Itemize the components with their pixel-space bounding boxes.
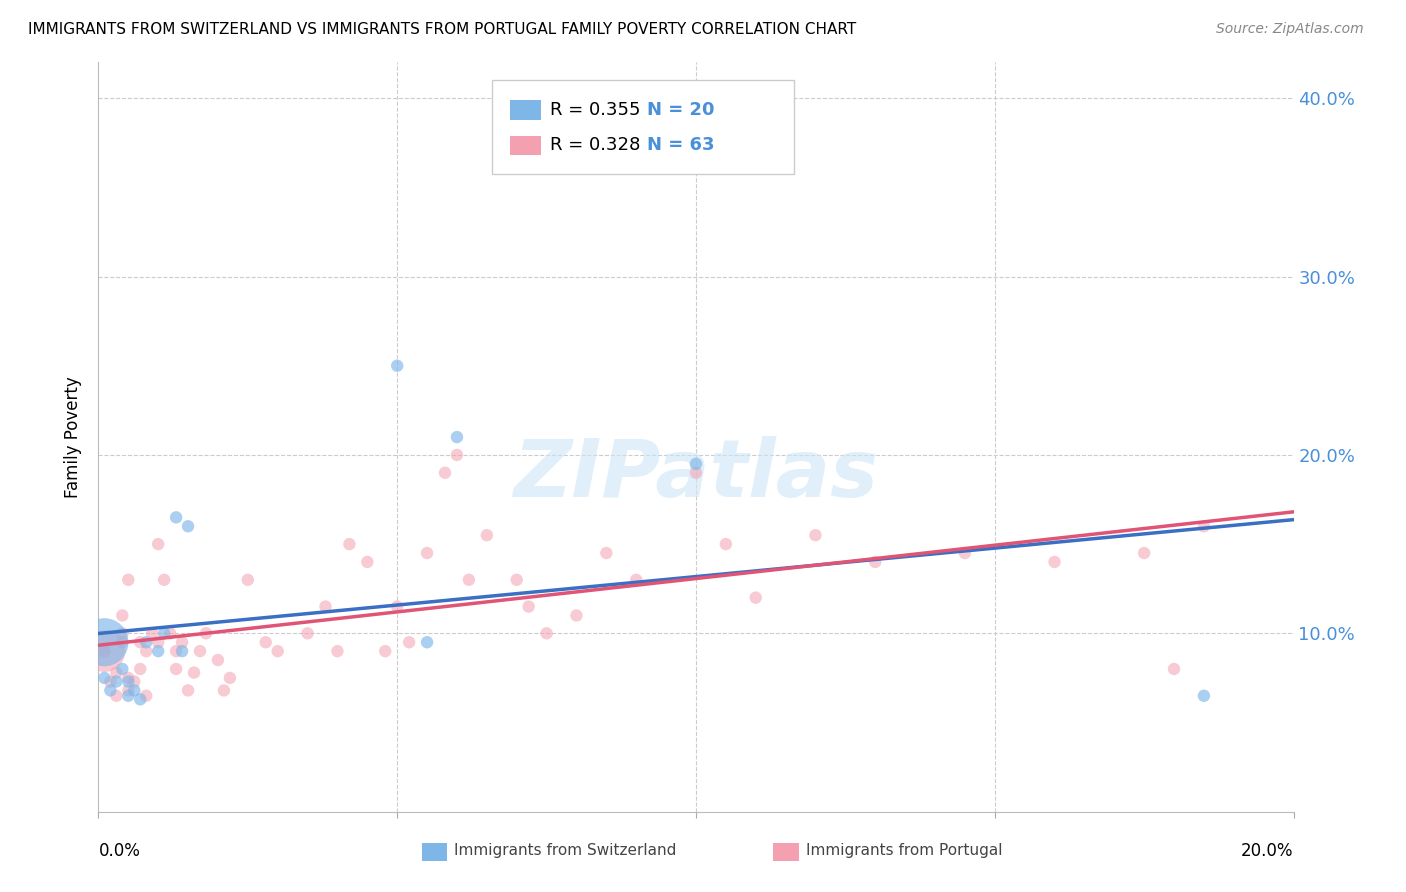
Text: N = 63: N = 63	[647, 136, 714, 154]
Point	[148, 635, 170, 649]
Point	[129, 662, 152, 676]
Point	[129, 692, 152, 706]
Point	[506, 573, 529, 587]
Point	[475, 528, 498, 542]
Point	[1043, 555, 1066, 569]
Text: 20.0%: 20.0%	[1241, 842, 1294, 860]
Point	[254, 635, 277, 649]
Point	[565, 608, 588, 623]
Point	[124, 683, 146, 698]
Point	[745, 591, 768, 605]
Point	[153, 626, 176, 640]
Point	[117, 671, 139, 685]
Point	[195, 626, 218, 640]
Point	[953, 546, 976, 560]
Point	[165, 662, 187, 676]
Point	[93, 635, 115, 649]
Point	[685, 466, 707, 480]
Point	[172, 635, 194, 649]
Point	[177, 519, 200, 533]
Point	[117, 674, 139, 689]
Point	[1192, 519, 1215, 533]
Point	[135, 644, 157, 658]
Point	[172, 644, 194, 658]
Point	[153, 573, 176, 587]
Point	[385, 599, 409, 614]
Point	[105, 665, 128, 680]
Point	[129, 635, 152, 649]
Point	[1133, 546, 1156, 560]
Text: R = 0.328: R = 0.328	[550, 136, 640, 154]
Point	[117, 689, 139, 703]
Point	[117, 573, 139, 587]
Point	[595, 546, 617, 560]
Point	[141, 626, 163, 640]
Point	[398, 635, 420, 649]
Text: Immigrants from Switzerland: Immigrants from Switzerland	[454, 843, 676, 857]
Point	[219, 671, 242, 685]
Point	[159, 626, 181, 640]
Text: 0.0%: 0.0%	[98, 842, 141, 860]
Point	[1163, 662, 1185, 676]
Point	[135, 689, 157, 703]
Point	[183, 665, 205, 680]
Point	[685, 457, 707, 471]
Point	[165, 644, 187, 658]
Point	[374, 644, 396, 658]
Point	[536, 626, 558, 640]
Text: IMMIGRANTS FROM SWITZERLAND VS IMMIGRANTS FROM PORTUGAL FAMILY POVERTY CORRELATI: IMMIGRANTS FROM SWITZERLAND VS IMMIGRANT…	[28, 22, 856, 37]
Point	[446, 430, 468, 444]
Point	[517, 599, 540, 614]
Point	[458, 573, 481, 587]
Point	[339, 537, 361, 551]
Point	[326, 644, 349, 658]
Point	[111, 635, 134, 649]
Point	[105, 674, 128, 689]
Point	[1192, 689, 1215, 703]
Text: Immigrants from Portugal: Immigrants from Portugal	[806, 843, 1002, 857]
Point	[714, 537, 737, 551]
Point	[148, 644, 170, 658]
Point	[315, 599, 337, 614]
Point	[111, 608, 134, 623]
Point	[93, 671, 115, 685]
Point	[111, 626, 134, 640]
Point	[93, 644, 115, 658]
Point	[212, 683, 235, 698]
Point	[865, 555, 887, 569]
Point	[98, 683, 122, 698]
Point	[93, 644, 115, 658]
Point	[165, 510, 187, 524]
Point	[356, 555, 378, 569]
Text: Source: ZipAtlas.com: Source: ZipAtlas.com	[1216, 22, 1364, 37]
Point	[297, 626, 319, 640]
Point	[416, 635, 439, 649]
Point	[105, 689, 128, 703]
Point	[135, 635, 157, 649]
Point	[111, 662, 134, 676]
Point	[236, 573, 259, 587]
Point	[177, 683, 200, 698]
Text: ZIPatlas: ZIPatlas	[513, 435, 879, 514]
Point	[446, 448, 468, 462]
Point	[267, 644, 290, 658]
Point	[804, 528, 827, 542]
Point	[98, 674, 122, 689]
Point	[416, 546, 439, 560]
Point	[188, 644, 211, 658]
Point	[124, 674, 146, 689]
Point	[385, 359, 409, 373]
Point	[207, 653, 229, 667]
Point	[626, 573, 648, 587]
Point	[434, 466, 457, 480]
Text: R = 0.355: R = 0.355	[550, 101, 640, 119]
Text: N = 20: N = 20	[647, 101, 714, 119]
Point	[117, 683, 139, 698]
Point	[148, 537, 170, 551]
Y-axis label: Family Poverty: Family Poverty	[65, 376, 83, 498]
